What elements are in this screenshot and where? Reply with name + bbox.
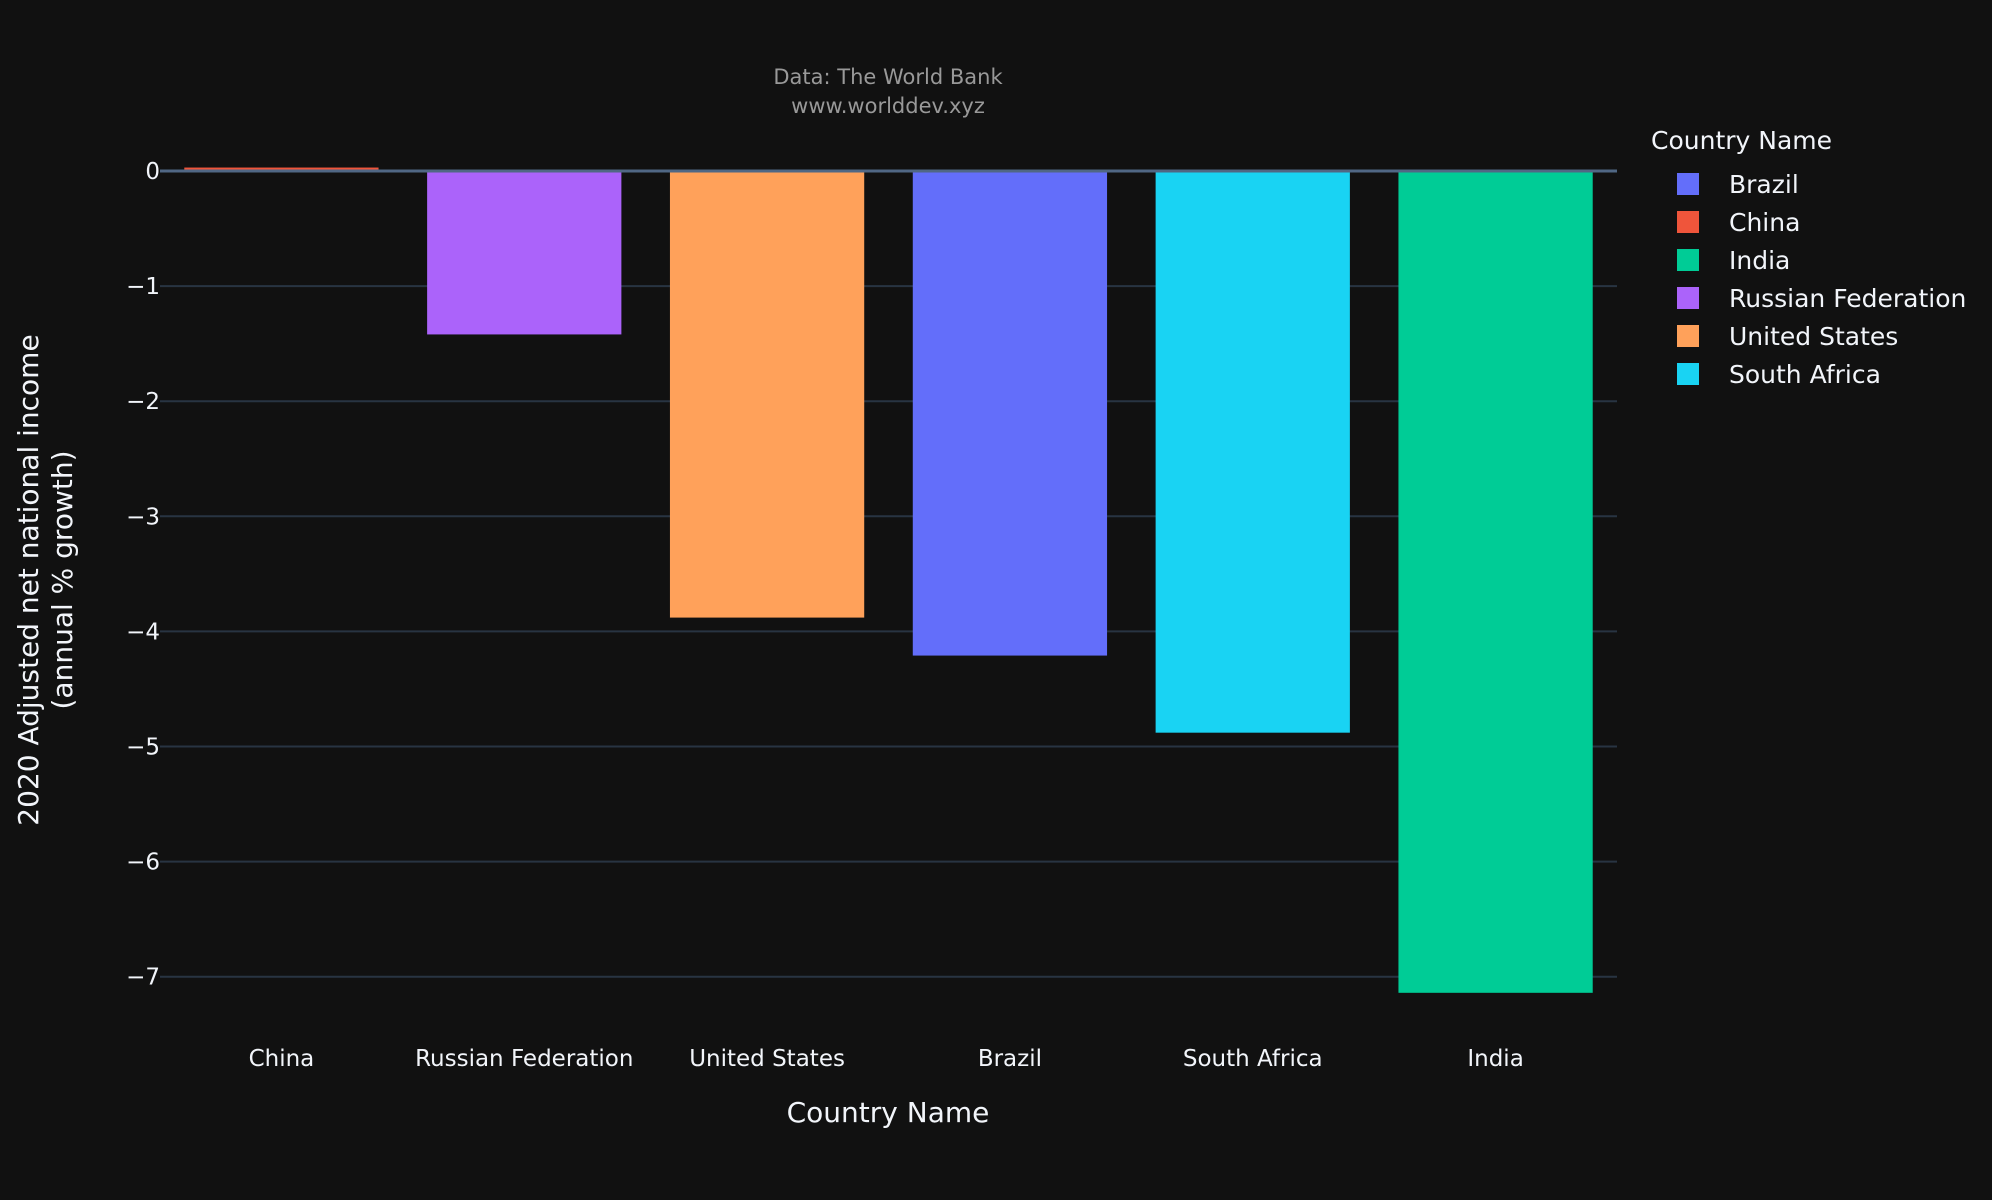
x-tick-label: China (249, 1046, 315, 1072)
legend-item-russian-federation[interactable]: Russian Federation (1651, 279, 1966, 317)
y-tick-label: −4 (126, 619, 160, 645)
y-axis-title-line2: (annual % growth) (46, 450, 79, 709)
legend-swatch (1677, 287, 1699, 309)
y-tick-label: −3 (126, 504, 160, 530)
x-tick-label: South Africa (1183, 1046, 1323, 1072)
x-tick-label: Brazil (978, 1046, 1042, 1072)
legend-label: Russian Federation (1729, 283, 1967, 313)
legend-label: India (1729, 245, 1791, 275)
legend-swatch (1677, 325, 1699, 347)
chart-subtitle: www.worlddev.xyz (791, 94, 985, 118)
legend-item-china[interactable]: China (1651, 203, 1966, 241)
legend-item-india[interactable]: India (1651, 241, 1966, 279)
gridlines (160, 285, 1617, 978)
legend-swatch (1677, 363, 1699, 385)
legend-swatch (1677, 173, 1699, 195)
legend-swatch (1677, 211, 1699, 233)
legend-label: Brazil (1729, 169, 1799, 199)
y-tick-label: 0 (145, 159, 160, 185)
y-tick-labels: 0 −1 −2 −3 −4 −5 −6 −7 (126, 159, 160, 991)
x-tick-labels: China Russian Federation United States Braz… (249, 1046, 1524, 1072)
bar-china[interactable] (184, 167, 379, 171)
x-tick-label: United States (689, 1046, 845, 1072)
legend-label: South Africa (1729, 359, 1881, 389)
legend-swatch (1677, 249, 1699, 271)
x-tick-label: India (1467, 1046, 1523, 1072)
bars (184, 167, 1593, 993)
legend: Country Name Brazil China India Russian … (1651, 126, 1966, 393)
y-tick-label: −6 (126, 850, 160, 876)
y-tick-label: −2 (126, 389, 160, 415)
bar-united-states[interactable] (669, 171, 865, 618)
bar-south-africa[interactable] (1155, 171, 1350, 733)
legend-item-south-africa[interactable]: South Africa (1651, 355, 1966, 393)
y-axis-title: 2020 Adjusted net national income (annua… (12, 334, 79, 825)
x-axis-title: Country Name (787, 1096, 990, 1129)
bar-brazil[interactable] (912, 171, 1108, 656)
legend-label: China (1729, 207, 1801, 237)
legend-label: United States (1729, 321, 1899, 351)
y-tick-label: −7 (126, 965, 160, 991)
legend-item-brazil[interactable]: Brazil (1651, 165, 1966, 203)
x-tick-label: Russian Federation (415, 1046, 633, 1072)
bar-india[interactable] (1398, 171, 1593, 993)
y-tick-label: −5 (126, 735, 160, 761)
bar-russian-federation[interactable] (427, 171, 622, 335)
y-axis-title-line1: 2020 Adjusted net national income (12, 334, 45, 825)
legend-item-united-states[interactable]: United States (1651, 317, 1966, 355)
chart-title: Data: The World Bank (773, 65, 1003, 89)
legend-title: Country Name (1651, 126, 1833, 155)
y-tick-label: −1 (126, 274, 160, 300)
